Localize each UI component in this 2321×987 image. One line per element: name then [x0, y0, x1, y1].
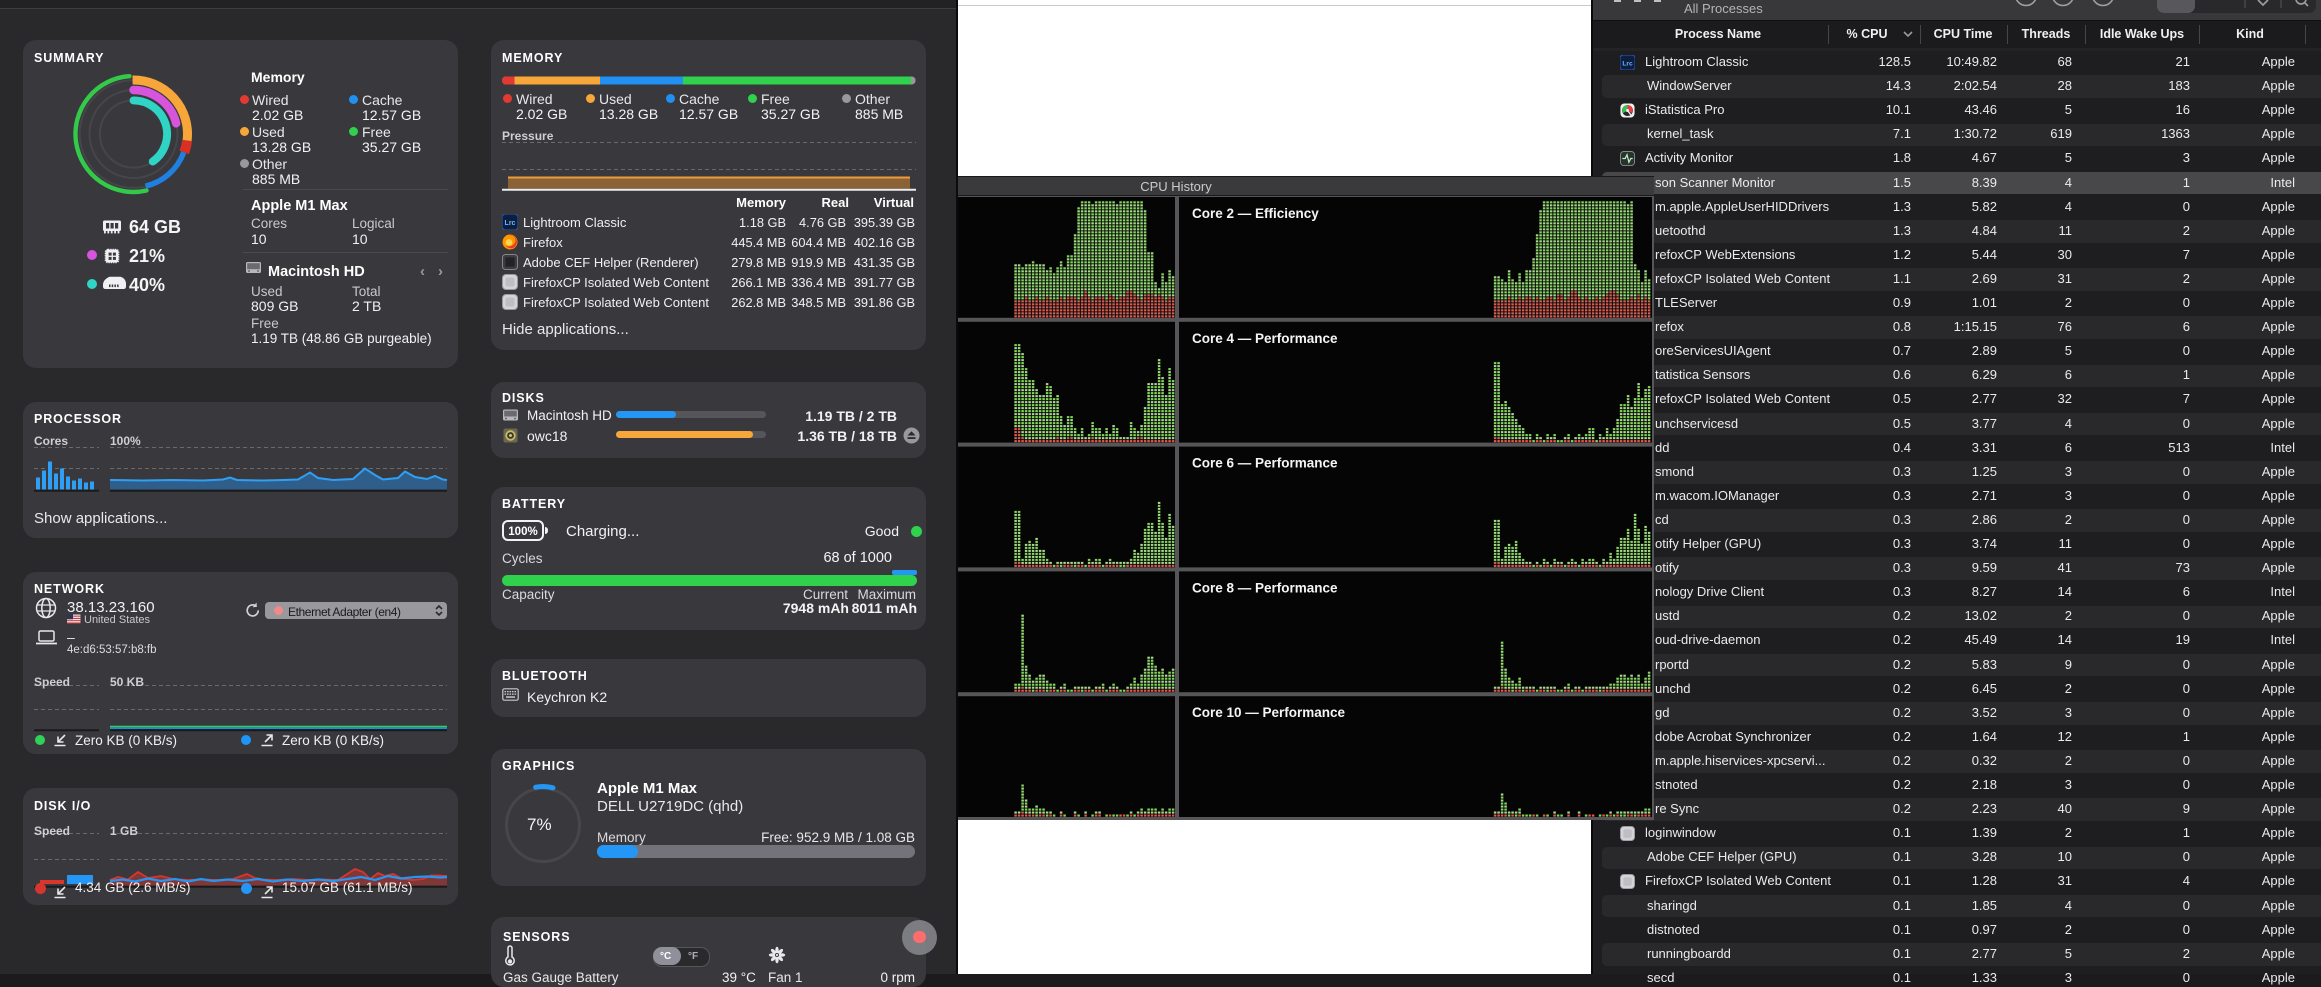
svg-text:Lrc: Lrc [1622, 60, 1633, 67]
svg-text:Core 8 — Performance: Core 8 — Performance [1192, 580, 1338, 595]
svg-text:Lrc: Lrc [505, 220, 516, 227]
svg-text:Core 4 — Performance: Core 4 — Performance [1192, 331, 1338, 346]
svg-text:Core 6 — Performance: Core 6 — Performance [1192, 456, 1338, 471]
svg-text:Core 2 — Efficiency: Core 2 — Efficiency [1192, 206, 1319, 221]
svg-text:Core 10 — Performance: Core 10 — Performance [1192, 705, 1346, 720]
svg-text:100%: 100% [508, 526, 537, 538]
